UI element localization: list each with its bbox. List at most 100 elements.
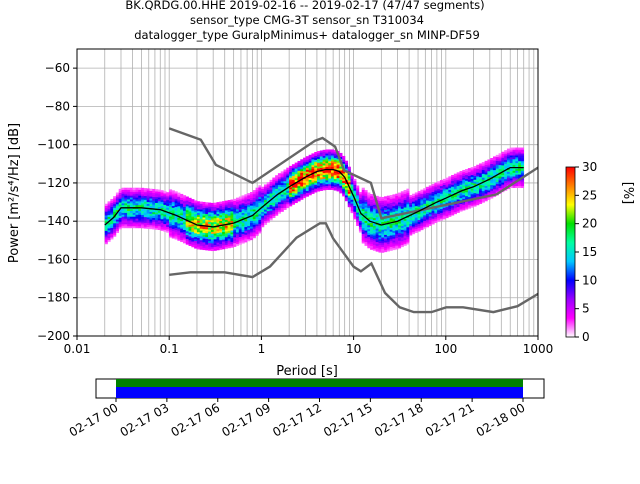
heatmap-cell (384, 203, 388, 207)
heatmap-cell (118, 200, 122, 203)
heatmap-cell (230, 226, 234, 229)
heatmap-cell (205, 232, 209, 236)
heatmap-cell (392, 201, 396, 205)
heatmap-cell (470, 174, 474, 178)
heatmap-cell (208, 246, 212, 249)
heatmap-cell (462, 191, 466, 194)
heatmap-cell (356, 191, 360, 194)
heatmap-cell (230, 233, 234, 237)
heatmap-cell (277, 173, 282, 176)
heatmap-cell (216, 228, 220, 232)
heatmap-cell (241, 222, 245, 225)
heatmap-cell (269, 218, 273, 221)
heatmap-cell (361, 210, 365, 213)
heatmap-cell (423, 193, 427, 197)
heatmap-cell (174, 227, 178, 230)
heatmap-cell (230, 216, 234, 219)
heatmap-cell (104, 217, 108, 220)
heatmap-cell (280, 180, 284, 184)
heatmap-cell (283, 194, 287, 197)
heatmap-cell (252, 230, 256, 233)
heatmap-cell (434, 209, 438, 212)
heatmap-cell (311, 182, 315, 185)
heatmap-cell (358, 192, 363, 195)
heatmap-cell (294, 195, 298, 198)
heatmap-cell (509, 170, 513, 173)
y-tick-label: −180 (37, 291, 70, 305)
heatmap-cell (255, 216, 259, 219)
heatmap-cell (414, 223, 418, 226)
heatmap-cell (361, 220, 365, 223)
heatmap-cell (210, 204, 214, 208)
heatmap-cell (249, 201, 254, 204)
heatmap-cell (188, 232, 192, 235)
heatmap-cell (451, 192, 455, 195)
heatmap-cell (146, 222, 150, 226)
heatmap-cell (498, 178, 502, 181)
heatmap-cell (451, 205, 455, 208)
heatmap-cell (308, 172, 312, 175)
heatmap-cell (263, 197, 268, 201)
heatmap-cell (297, 172, 301, 175)
heatmap-cell (456, 178, 460, 181)
heatmap-cell (216, 242, 220, 245)
heatmap-cell (437, 208, 441, 211)
heatmap-cell (191, 225, 195, 229)
heatmap-cell (171, 207, 175, 210)
heatmap-cell (168, 214, 173, 217)
heatmap-cell (328, 187, 332, 190)
coverage-tick-label: 02-17 00 (67, 400, 121, 439)
heatmap-cell (384, 207, 388, 211)
heatmap-cell (400, 239, 404, 242)
heatmap-cell (420, 220, 424, 223)
heatmap-cell (244, 211, 248, 214)
heatmap-cell (185, 225, 189, 228)
heatmap-cell (272, 202, 276, 205)
heatmap-cell (356, 216, 360, 219)
heatmap-cell (400, 227, 404, 230)
heatmap-cell (453, 188, 457, 192)
heatmap-cell (188, 209, 192, 212)
heatmap-cell (367, 202, 371, 205)
heatmap-cell (347, 204, 351, 208)
heatmap-cell (344, 164, 349, 167)
heatmap-cell (451, 203, 455, 206)
heatmap-cell (453, 211, 457, 215)
heatmap-cell (490, 192, 494, 195)
heatmap-cell (512, 185, 516, 189)
heatmap-cell (370, 247, 374, 250)
heatmap-cell (395, 195, 399, 198)
heatmap-cell (347, 178, 351, 181)
heatmap-cell (210, 218, 214, 221)
heatmap-cell (236, 237, 240, 241)
heatmap-cell (244, 224, 248, 228)
heatmap-cell (381, 225, 385, 228)
heatmap-cell (317, 187, 321, 190)
heatmap-cell (241, 237, 245, 240)
heatmap-cell (185, 217, 189, 220)
heatmap-cell (244, 232, 248, 235)
heatmap-cell (342, 186, 346, 189)
heatmap-cell (224, 202, 228, 205)
heatmap-cell (277, 180, 282, 184)
heatmap-cell (434, 199, 438, 202)
heatmap-cell (358, 216, 363, 220)
heatmap-cell (339, 175, 343, 179)
heatmap-cell (347, 191, 351, 194)
heatmap-cell (121, 197, 125, 200)
heatmap-cell (506, 169, 511, 172)
heatmap-cell (506, 154, 511, 157)
heatmap-cell (132, 201, 136, 204)
heatmap-cell (381, 200, 385, 204)
heatmap-cell (236, 201, 240, 204)
heatmap-cell (188, 215, 192, 218)
heatmap-cell (479, 165, 483, 168)
heatmap-cell (222, 233, 226, 236)
heatmap-cell (470, 184, 474, 187)
heatmap-cell (124, 187, 128, 190)
heatmap-cell (356, 219, 360, 223)
heatmap-cell (481, 183, 485, 186)
heatmap-cell (431, 197, 435, 200)
heatmap-cell (308, 189, 312, 192)
heatmap-cell (428, 193, 432, 196)
